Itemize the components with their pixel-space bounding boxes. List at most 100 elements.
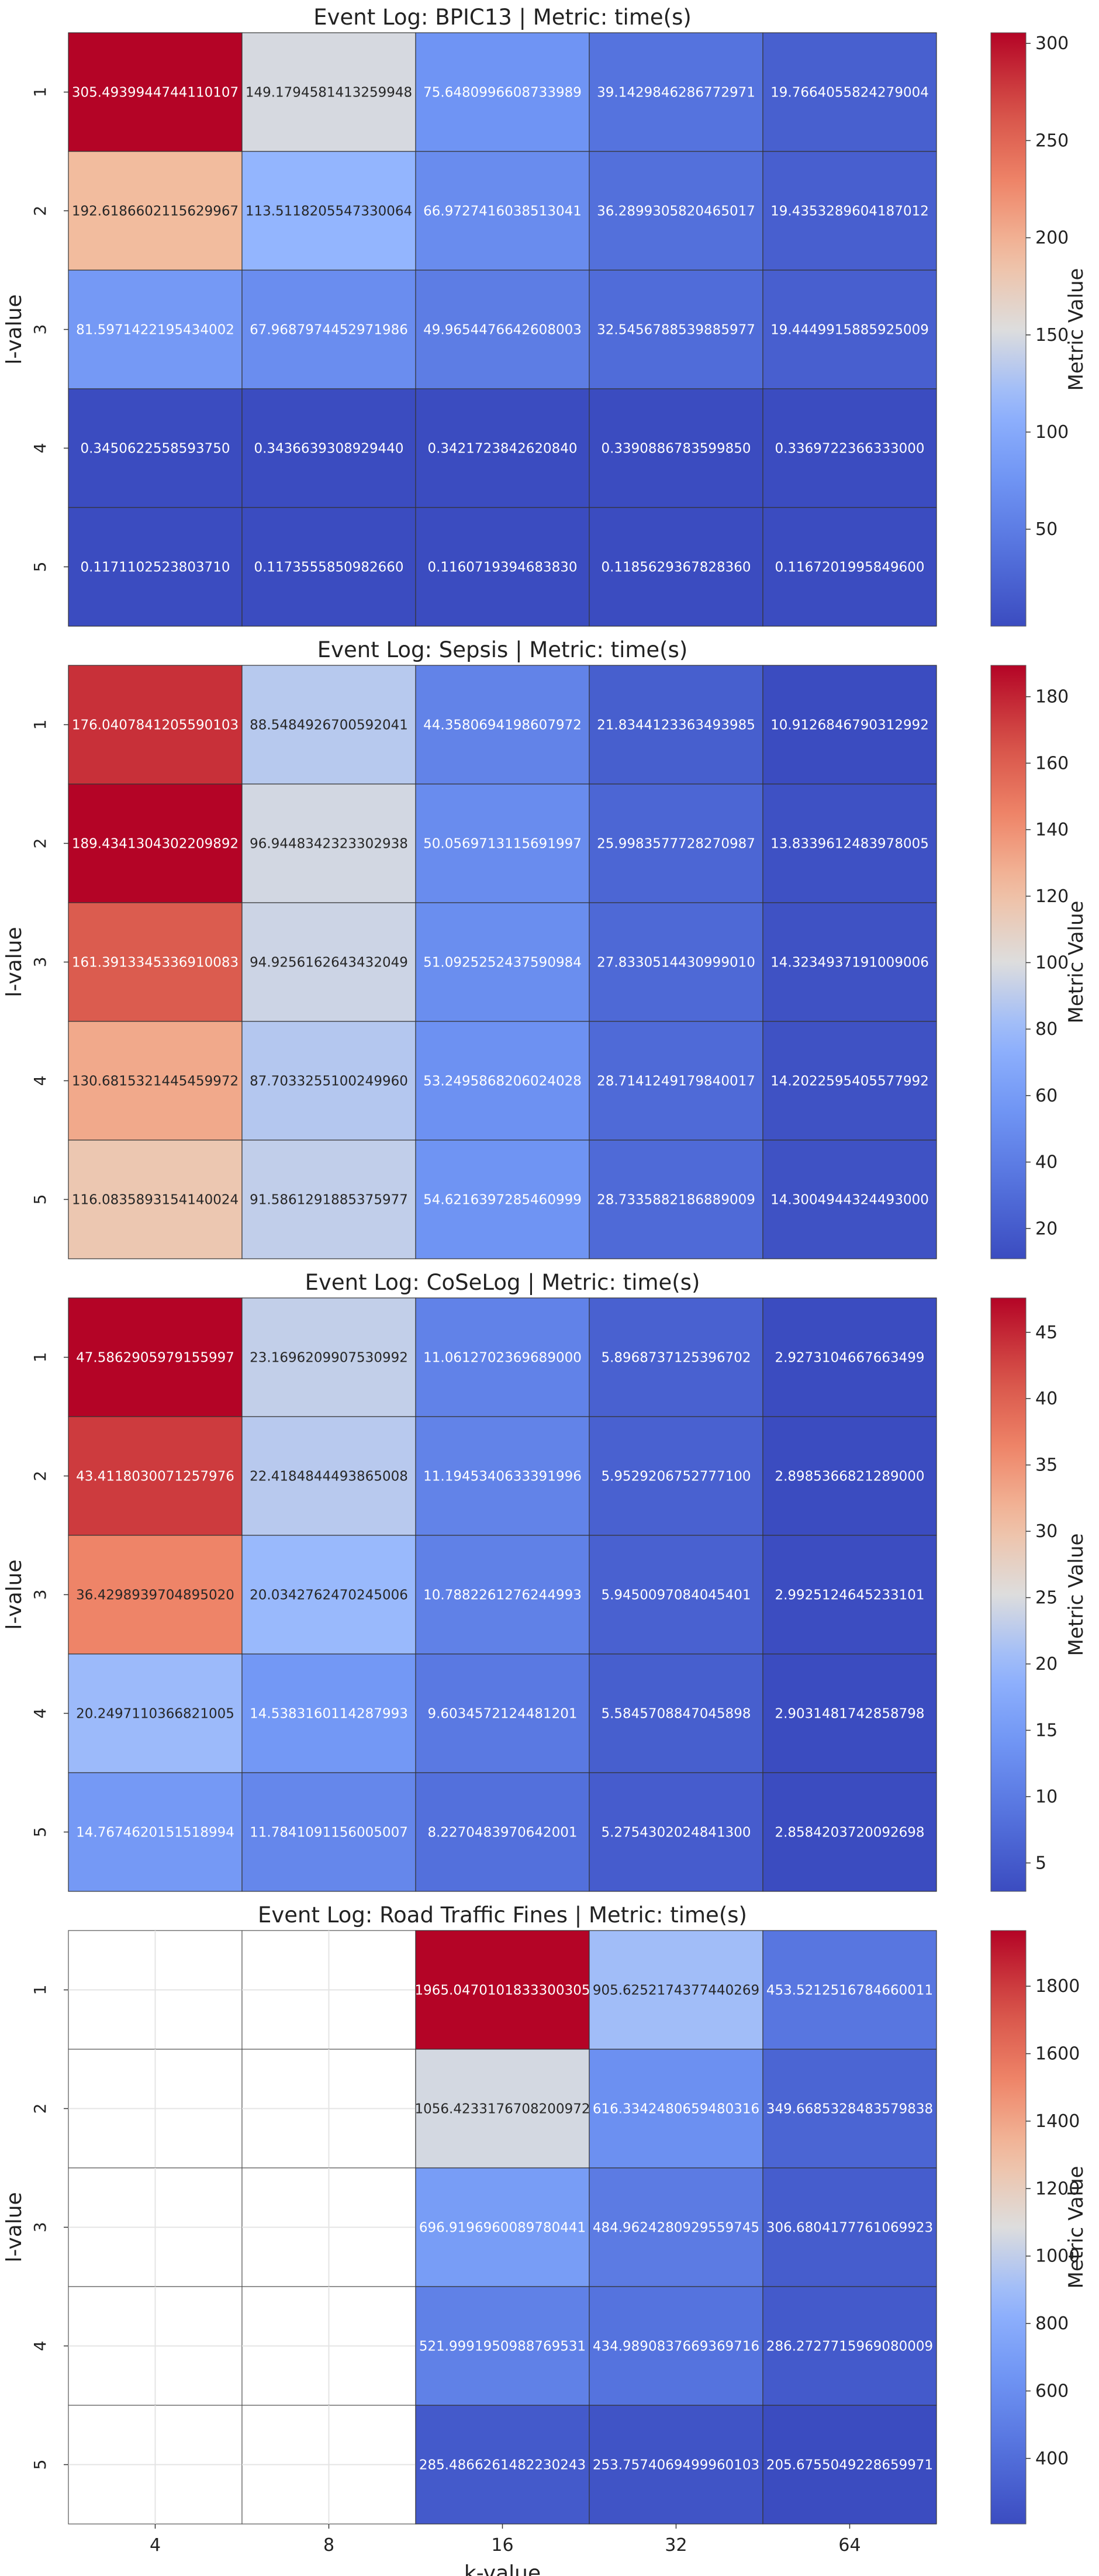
colorbar-tick-label: 160 bbox=[1035, 753, 1069, 774]
cell-value-label: 22.4184844493865008 bbox=[250, 1469, 408, 1484]
heatmap-cell bbox=[415, 1021, 590, 1141]
heatmap-cell bbox=[415, 1772, 590, 1892]
heatmap-cell bbox=[762, 2167, 937, 2287]
y-tick-label: 2 bbox=[30, 1471, 50, 1482]
cell-value-label: 2.9925124645233101 bbox=[775, 1588, 924, 1603]
heatmap-cell bbox=[762, 1021, 937, 1141]
colorbar-tick-label: 25 bbox=[1035, 1588, 1057, 1608]
heatmap-cell bbox=[415, 1653, 590, 1773]
colorbar-tick-label: 50 bbox=[1035, 519, 1057, 540]
heatmap-cell bbox=[762, 1535, 937, 1655]
cell-value-label: 1965.0470101833300305 bbox=[415, 1983, 590, 1998]
x-tick-label: 32 bbox=[665, 2535, 687, 2556]
cell-value-label: 10.7882261276244993 bbox=[423, 1588, 582, 1603]
cell-value-label: 306.6804177761069923 bbox=[766, 2221, 933, 2236]
heatmap-cell bbox=[415, 2049, 590, 2168]
cell-value-label: 2.9031481742858798 bbox=[775, 1707, 924, 1722]
colorbar-tick-label: 600 bbox=[1035, 2381, 1069, 2402]
y-tick-label: 4 bbox=[30, 1708, 50, 1719]
cell-value-label: 205.6755049228659971 bbox=[766, 2458, 933, 2473]
heatmap-cell bbox=[589, 1021, 763, 1141]
heatmap-cell bbox=[68, 902, 243, 1022]
cell-value-label: 51.0925252437590984 bbox=[423, 955, 582, 971]
chart-title: Event Log: CoSeLog | Metric: time(s) bbox=[305, 1270, 700, 1295]
heatmap-cell bbox=[68, 151, 243, 271]
colorbar-tick-label: 150 bbox=[1035, 325, 1069, 346]
x-tick-label: 4 bbox=[150, 2535, 161, 2556]
y-tick-label: 5 bbox=[30, 1194, 50, 1205]
heatmap-cell bbox=[241, 388, 416, 508]
cell-value-label: 2.8985366821289000 bbox=[775, 1469, 924, 1484]
colorbar-tick-label: 45 bbox=[1035, 1322, 1057, 1343]
colorbar-tick-label: 250 bbox=[1035, 130, 1069, 151]
cell-value-label: 87.7033255100249960 bbox=[250, 1074, 408, 1089]
y-tick-label: 3 bbox=[30, 324, 50, 335]
heatmap-panel: Event Log: Sepsis | Metric: time(s) 176.0… bbox=[2, 637, 1088, 1259]
colorbar bbox=[990, 32, 1027, 627]
heatmap-cell bbox=[415, 665, 590, 785]
heatmap-cell bbox=[241, 32, 416, 152]
colorbar-tick-label: 35 bbox=[1035, 1455, 1057, 1476]
cell-value-label: 49.9654476642608003 bbox=[423, 323, 582, 338]
heatmap-cell bbox=[241, 1653, 416, 1773]
heatmap-cell bbox=[762, 388, 937, 508]
y-axis-label: l-value bbox=[2, 294, 26, 364]
heatmap-panel: Event Log: CoSeLog | Metric: time(s) 47.5… bbox=[2, 1270, 1088, 1892]
heatmap-cell bbox=[762, 1930, 937, 2050]
cell-value-label: 0.1171102523803710 bbox=[80, 560, 230, 575]
heatmap-cell bbox=[589, 902, 763, 1022]
heatmap-cell bbox=[589, 1297, 763, 1417]
colorbar-tick-label: 1600 bbox=[1035, 2044, 1080, 2064]
cell-value-label: 0.1185629367828360 bbox=[601, 560, 751, 575]
heatmap-cell bbox=[589, 783, 763, 903]
heatmap-cell bbox=[762, 1653, 937, 1773]
cell-value-label: 0.3450622558593750 bbox=[80, 441, 230, 457]
heatmap-cell bbox=[241, 665, 416, 785]
cell-value-label: 36.2899305820465017 bbox=[597, 204, 755, 219]
heatmap-cell bbox=[415, 1535, 590, 1655]
cell-value-label: 47.5862905979155997 bbox=[76, 1351, 234, 1366]
heatmap-cell bbox=[589, 2286, 763, 2406]
heatmap-cell bbox=[241, 1021, 416, 1141]
heatmap-panel: Event Log: BPIC13 | Metric: time(s) 305.4… bbox=[2, 5, 1088, 627]
y-tick-label: 2 bbox=[30, 206, 50, 216]
colorbar-tick-label: 300 bbox=[1035, 33, 1069, 54]
y-tick-label: 2 bbox=[30, 2104, 50, 2114]
chart-title: Event Log: BPIC13 | Metric: time(s) bbox=[313, 5, 692, 30]
heatmap-cell bbox=[68, 1772, 243, 1892]
cell-value-label: 161.3913345336910083 bbox=[72, 955, 239, 971]
cell-value-label: 14.3004944324493000 bbox=[770, 1193, 929, 1208]
cell-value-label: 130.6815321445459972 bbox=[72, 1074, 239, 1089]
y-tick-label: 4 bbox=[30, 2341, 50, 2351]
cell-value-label: 116.0835893154140024 bbox=[72, 1193, 239, 1208]
cell-value-label: 9.6034572124481201 bbox=[427, 1707, 577, 1722]
cell-value-label: 176.0407841205590103 bbox=[72, 718, 239, 733]
cell-value-label: 14.7674620151518994 bbox=[76, 1825, 234, 1841]
heatmap-cell bbox=[589, 32, 763, 152]
heatmap-cell bbox=[68, 1416, 243, 1536]
heatmap-cell bbox=[68, 1653, 243, 1773]
y-tick-label: 5 bbox=[30, 1827, 50, 1838]
cell-value-label: 305.4939944744110107 bbox=[72, 85, 239, 101]
heatmap-cell bbox=[762, 902, 937, 1022]
y-tick-label: 4 bbox=[30, 1076, 50, 1086]
heatmap-cell bbox=[762, 2049, 937, 2168]
cell-value-label: 484.9624280929559745 bbox=[593, 2221, 759, 2236]
heatmap-cell bbox=[68, 665, 243, 785]
y-tick-label: 1 bbox=[30, 720, 50, 730]
cell-value-label: 5.8968737125396702 bbox=[601, 1351, 751, 1366]
heatmap-cell bbox=[589, 2405, 763, 2525]
colorbar-tick-label: 200 bbox=[1035, 228, 1069, 248]
cell-value-label: 285.4866261482230243 bbox=[419, 2458, 586, 2473]
cell-value-label: 616.3342480659480316 bbox=[593, 2102, 759, 2117]
cell-value-label: 25.9983577728270987 bbox=[597, 837, 755, 852]
heatmap-cell bbox=[241, 1535, 416, 1655]
heatmap-cell bbox=[241, 1772, 416, 1892]
cell-value-label: 521.9991950988769531 bbox=[419, 2339, 586, 2354]
heatmap-cell bbox=[589, 1653, 763, 1773]
heatmap-cell bbox=[762, 270, 937, 389]
heatmap-cell bbox=[762, 783, 937, 903]
colorbar-tick-label: 140 bbox=[1035, 820, 1069, 840]
y-tick-label: 5 bbox=[30, 2460, 50, 2470]
